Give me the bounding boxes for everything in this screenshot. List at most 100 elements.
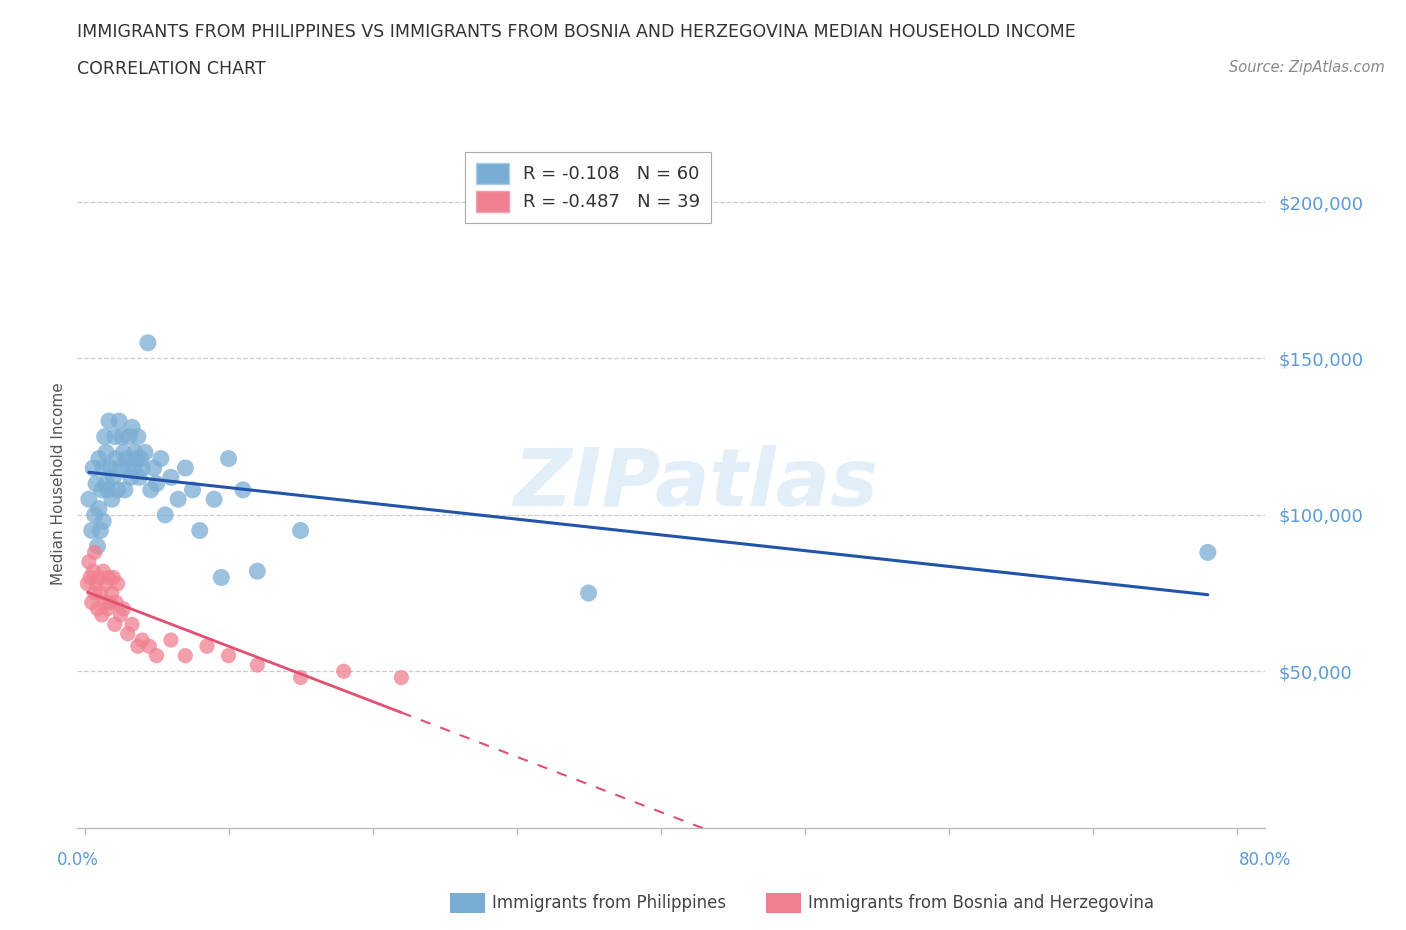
Point [129, 451, 152, 466]
Point [115, 451, 138, 466]
Point [117, 626, 139, 641]
Text: CORRELATION CHART: CORRELATION CHART [77, 60, 266, 78]
Point [149, 451, 172, 466]
Point [103, 570, 125, 585]
Point [114, 483, 136, 498]
Point [83, 545, 105, 560]
Point [181, 483, 204, 498]
Point [120, 470, 142, 485]
Point [89, 523, 111, 538]
Point [142, 460, 165, 475]
Point [97, 602, 120, 617]
Point [97, 483, 120, 498]
Point [174, 460, 197, 475]
Point [84, 577, 107, 591]
Point [79, 570, 101, 585]
Point [107, 483, 129, 498]
Point [232, 483, 254, 498]
Point [389, 671, 412, 685]
Point [110, 460, 132, 475]
Point [94, 445, 117, 459]
Point [89, 586, 111, 601]
Point [77, 554, 100, 569]
Point [121, 617, 143, 631]
Point [136, 336, 159, 351]
Point [131, 460, 153, 475]
Text: Immigrants from Philippines: Immigrants from Philippines [492, 894, 727, 912]
Point [124, 445, 146, 459]
Point [290, 671, 312, 685]
Legend: R = -0.108   N = 60, R = -0.487   N = 39: R = -0.108 N = 60, R = -0.487 N = 39 [465, 152, 711, 222]
Point [131, 632, 153, 647]
Point [104, 430, 127, 445]
Point [103, 470, 125, 485]
Point [94, 577, 117, 591]
Point [84, 476, 107, 491]
Point [128, 470, 150, 485]
Point [87, 570, 110, 585]
Point [87, 501, 110, 516]
Point [134, 445, 156, 459]
Point [86, 602, 108, 617]
Point [121, 419, 143, 434]
Point [174, 648, 197, 663]
Text: ZIPatlas: ZIPatlas [513, 445, 877, 523]
Point [91, 513, 114, 528]
Point [93, 430, 115, 445]
Point [87, 451, 110, 466]
Point [105, 451, 128, 466]
Point [138, 639, 160, 654]
Text: Immigrants from Bosnia and Herzegovina: Immigrants from Bosnia and Herzegovina [808, 894, 1154, 912]
Point [578, 586, 600, 601]
Point [139, 483, 162, 498]
Point [101, 492, 124, 507]
Point [91, 564, 114, 578]
Point [101, 586, 124, 601]
Point [82, 460, 104, 475]
Point [80, 523, 103, 538]
Point [94, 476, 117, 491]
Text: IMMIGRANTS FROM PHILIPPINES VS IMMIGRANTS FROM BOSNIA AND HERZEGOVINA MEDIAN HOU: IMMIGRANTS FROM PHILIPPINES VS IMMIGRANT… [77, 23, 1076, 41]
Point [122, 460, 145, 475]
Point [100, 595, 122, 610]
Point [195, 639, 218, 654]
Point [104, 617, 127, 631]
Point [145, 648, 167, 663]
Point [105, 595, 128, 610]
Point [80, 595, 103, 610]
Point [82, 564, 104, 578]
Point [91, 460, 114, 475]
Point [90, 483, 112, 498]
Point [202, 492, 225, 507]
Point [107, 577, 129, 591]
Y-axis label: Median Household Income: Median Household Income [51, 382, 66, 585]
Point [111, 430, 134, 445]
Point [98, 414, 121, 429]
Point [93, 595, 115, 610]
Point [160, 470, 183, 485]
Point [117, 460, 139, 475]
Point [90, 607, 112, 622]
Point [145, 476, 167, 491]
Point [332, 664, 354, 679]
Point [290, 523, 312, 538]
Point [160, 632, 183, 647]
Point [108, 414, 131, 429]
Point [1197, 545, 1219, 560]
Point [188, 523, 211, 538]
Point [118, 430, 141, 445]
Point [218, 451, 240, 466]
Point [246, 564, 269, 578]
Text: Source: ZipAtlas.com: Source: ZipAtlas.com [1229, 60, 1385, 75]
Point [112, 445, 135, 459]
Point [110, 607, 132, 622]
Point [86, 538, 108, 553]
Text: 80.0%: 80.0% [1239, 851, 1292, 870]
Point [112, 602, 135, 617]
Point [83, 586, 105, 601]
Point [127, 430, 149, 445]
Point [125, 451, 148, 466]
Point [218, 648, 240, 663]
Point [76, 577, 98, 591]
Point [127, 639, 149, 654]
